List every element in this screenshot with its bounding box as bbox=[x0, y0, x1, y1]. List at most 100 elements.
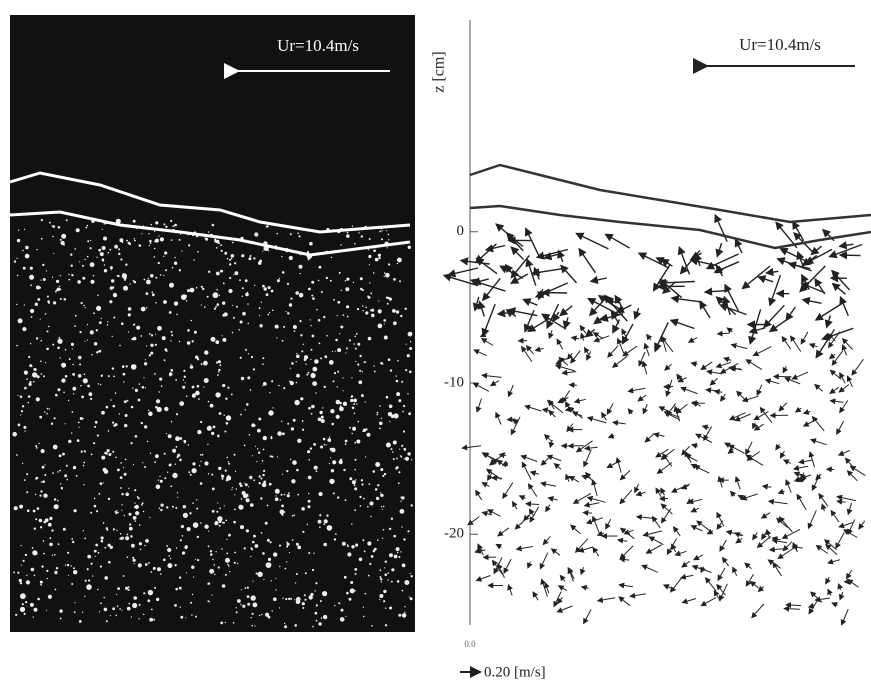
vector bbox=[715, 391, 723, 392]
vector bbox=[528, 318, 549, 331]
vector bbox=[488, 510, 501, 517]
vector bbox=[586, 473, 592, 481]
vector bbox=[718, 333, 730, 334]
vector bbox=[686, 455, 698, 462]
vector bbox=[736, 240, 742, 254]
vector bbox=[710, 378, 717, 385]
vector bbox=[816, 546, 827, 554]
vector bbox=[618, 540, 627, 541]
vector bbox=[720, 540, 727, 551]
vector bbox=[811, 592, 822, 602]
vector bbox=[482, 483, 489, 487]
vector bbox=[522, 462, 531, 479]
vector bbox=[746, 574, 753, 586]
vector bbox=[810, 344, 818, 347]
vector bbox=[675, 551, 686, 555]
vector bbox=[816, 474, 821, 480]
vector bbox=[613, 356, 628, 367]
vector bbox=[584, 449, 591, 466]
vector bbox=[782, 337, 790, 349]
vector bbox=[562, 372, 576, 374]
vector bbox=[736, 477, 740, 489]
vector bbox=[779, 403, 787, 411]
vector bbox=[776, 444, 780, 450]
vector bbox=[621, 528, 635, 539]
vector bbox=[584, 609, 592, 623]
scale-label: 0.20 [m/s] bbox=[484, 664, 546, 680]
vector bbox=[746, 360, 762, 370]
vector bbox=[654, 434, 664, 436]
vector bbox=[667, 380, 672, 396]
vector bbox=[837, 421, 844, 434]
vector bbox=[730, 413, 746, 420]
vector bbox=[630, 594, 646, 597]
vector bbox=[473, 383, 489, 391]
vector bbox=[484, 453, 497, 462]
vector bbox=[747, 452, 759, 461]
vector bbox=[773, 540, 788, 543]
vector bbox=[743, 396, 759, 401]
vector bbox=[778, 548, 794, 559]
vector bbox=[579, 547, 593, 552]
vector bbox=[649, 537, 663, 545]
vector bbox=[801, 332, 808, 344]
vector bbox=[635, 484, 639, 493]
vector bbox=[679, 247, 689, 274]
vector bbox=[759, 277, 774, 282]
vector bbox=[672, 484, 690, 492]
vector-field bbox=[444, 215, 865, 625]
vector bbox=[736, 539, 742, 543]
wind-label: Ur=10.4m/s bbox=[277, 36, 359, 55]
vector bbox=[571, 351, 581, 363]
vector bbox=[581, 567, 584, 574]
vector bbox=[535, 268, 540, 280]
vector bbox=[503, 483, 513, 499]
vector bbox=[528, 484, 537, 497]
vector bbox=[697, 521, 712, 532]
vector bbox=[779, 491, 785, 493]
vector bbox=[531, 472, 539, 474]
vector bbox=[718, 568, 725, 580]
vector bbox=[655, 335, 662, 352]
vector bbox=[594, 333, 604, 339]
vector bbox=[593, 480, 598, 496]
vector bbox=[576, 234, 608, 249]
vector bbox=[770, 319, 788, 332]
vector bbox=[569, 476, 579, 482]
vector bbox=[681, 250, 700, 273]
y-tick-label: -20 bbox=[444, 526, 464, 542]
vector bbox=[566, 402, 570, 410]
vector bbox=[607, 462, 617, 467]
vector bbox=[513, 502, 517, 509]
vector bbox=[836, 532, 844, 548]
vector bbox=[831, 511, 839, 522]
vector bbox=[715, 215, 727, 242]
vector bbox=[832, 351, 843, 365]
vector bbox=[751, 582, 759, 589]
vector bbox=[737, 391, 745, 399]
vector bbox=[755, 424, 764, 430]
vector bbox=[585, 503, 600, 506]
vector bbox=[476, 491, 482, 500]
vector bbox=[769, 501, 788, 504]
vector bbox=[497, 460, 506, 467]
vector bbox=[620, 559, 629, 560]
vector bbox=[569, 385, 577, 386]
vector bbox=[851, 466, 866, 475]
vector bbox=[665, 364, 672, 370]
vector bbox=[573, 412, 582, 416]
vector bbox=[707, 371, 722, 374]
vector bbox=[532, 269, 562, 274]
vector bbox=[743, 266, 771, 289]
vector bbox=[682, 599, 696, 603]
vector bbox=[812, 417, 824, 431]
vector bbox=[638, 395, 646, 401]
vector bbox=[574, 493, 591, 503]
vector bbox=[620, 470, 630, 479]
y-axis-label: z [cm] bbox=[431, 51, 448, 92]
vector bbox=[557, 339, 563, 349]
vector bbox=[562, 391, 570, 403]
vector bbox=[577, 441, 593, 452]
y-ticks: 0-10-20 bbox=[444, 223, 478, 542]
vector bbox=[809, 601, 817, 614]
